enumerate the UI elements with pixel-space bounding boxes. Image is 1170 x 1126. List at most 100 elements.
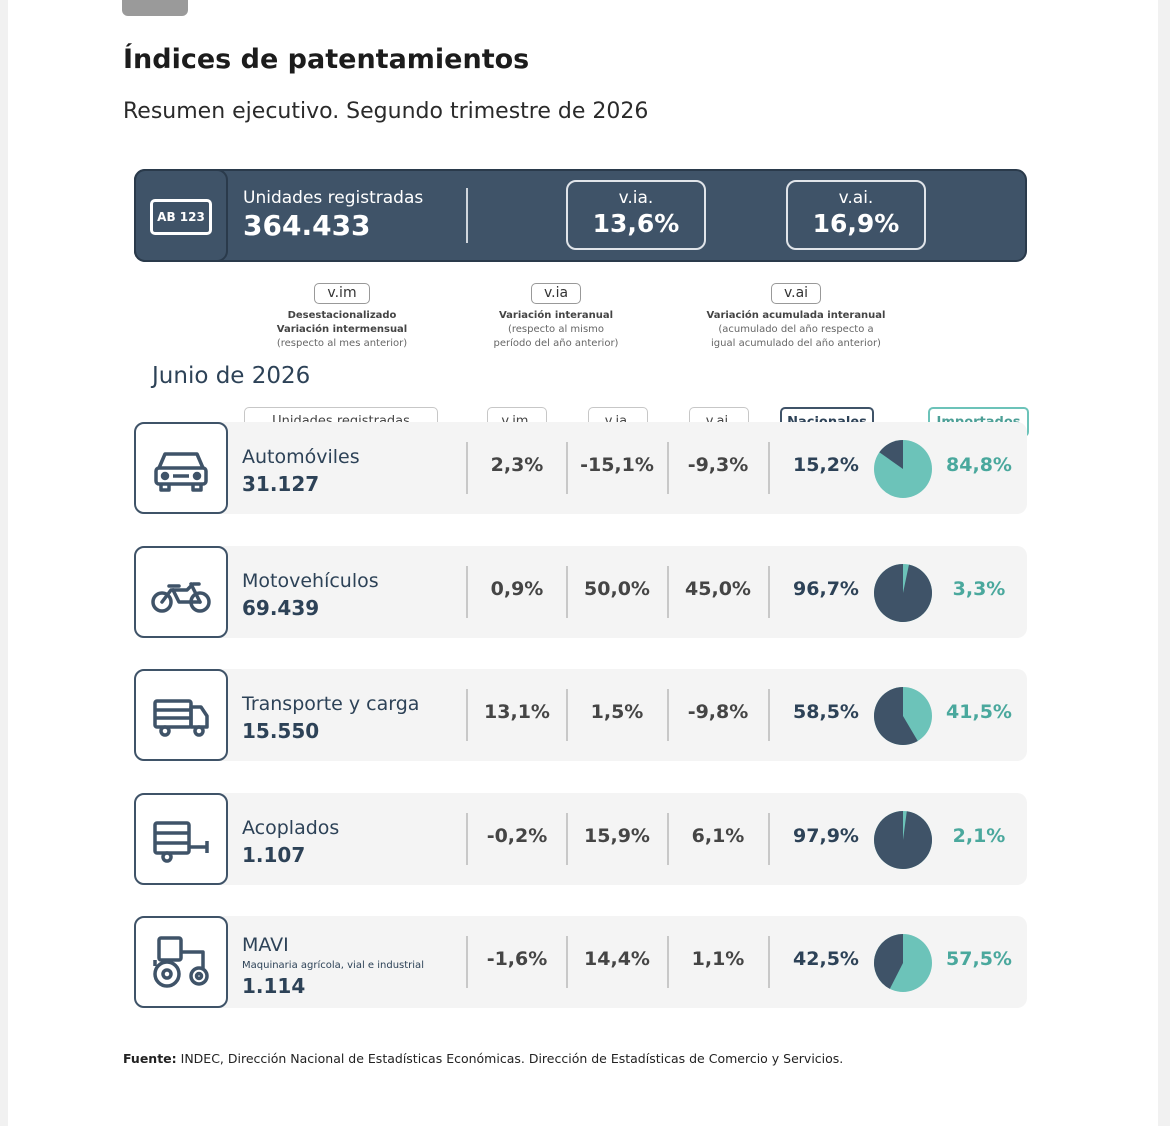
kpi-via: v.ia. 13,6% — [566, 180, 706, 250]
column-divider — [667, 936, 669, 988]
column-divider — [566, 442, 568, 494]
legend-vai: v.ai Variación acumulada interanual (acu… — [696, 283, 896, 351]
kpi-vai-value: 16,9% — [812, 209, 900, 238]
page-subtitle: Resumen ejecutivo. Segundo trimestre de … — [123, 99, 649, 124]
cell-via: 50,0% — [584, 578, 650, 600]
cell-vai: 1,1% — [691, 948, 745, 970]
summary-banner: AB 123 Unidades registradas 364.433 v.ia… — [134, 169, 1027, 262]
cell-nacionales: 96,7% — [793, 578, 859, 600]
cell-via: 14,4% — [584, 948, 650, 970]
column-divider — [566, 936, 568, 988]
share-pie-chart — [874, 687, 932, 745]
category-row: Automóviles 31.127 2,3% -15,1% -9,3% 15,… — [134, 422, 1027, 514]
pie-slice-nacionales — [874, 687, 918, 745]
cell-vim: -1,6% — [486, 948, 548, 970]
column-divider — [566, 813, 568, 865]
kpi-via-value: 13,6% — [592, 209, 680, 238]
category-description: Maquinaria agrícola, vial e industrial — [242, 960, 424, 971]
cell-nacionales: 15,2% — [793, 454, 859, 476]
motorcycle-icon — [134, 546, 228, 638]
legend-tag: v.im — [314, 283, 370, 304]
column-divider — [768, 566, 770, 618]
category-units: 1.107 — [242, 843, 306, 867]
pie-slice-nacionales — [874, 811, 932, 869]
legend-title: Variación interanual — [498, 310, 614, 321]
cell-via: -15,1% — [580, 454, 654, 476]
share-pie-chart — [874, 811, 932, 869]
cell-vim: 0,9% — [490, 578, 544, 600]
category-row: Transporte y carga 15.550 13,1% 1,5% -9,… — [134, 669, 1027, 761]
license-plate-icon-box: AB 123 — [134, 169, 228, 262]
category-name: Acoplados — [242, 817, 340, 839]
cell-vim: -0,2% — [486, 825, 548, 847]
truck-icon — [134, 669, 228, 761]
column-divider — [466, 689, 468, 741]
legend-via: v.ia Variación interanual (respecto al m… — [476, 283, 636, 351]
pie-slice-nacionales — [874, 934, 903, 989]
column-divider — [466, 566, 468, 618]
category-name: Transporte y carga — [242, 693, 420, 715]
pie-slice-nacionales — [874, 564, 932, 622]
column-divider — [667, 813, 669, 865]
category-name: Motovehículos — [242, 570, 379, 592]
tractor-icon — [134, 916, 228, 1008]
legend-note: período del año anterior) — [493, 338, 619, 349]
source-label: Fuente: — [123, 1051, 177, 1066]
kpi-via-label: v.ia. — [618, 188, 654, 208]
cell-vim: 2,3% — [490, 454, 544, 476]
column-divider — [566, 566, 568, 618]
cell-vai: -9,8% — [687, 701, 749, 723]
trailer-icon — [134, 793, 228, 885]
category-row: Acoplados 1.107 -0,2% 15,9% 6,1% 97,9% 2… — [134, 793, 1027, 885]
category-row: MAVI Maquinaria agrícola, vial e industr… — [134, 916, 1027, 1008]
column-divider — [466, 813, 468, 865]
legend-title: Variación acumulada interanual — [706, 310, 886, 321]
total-units-label: Unidades registradas — [243, 188, 424, 208]
column-divider — [667, 689, 669, 741]
category-units: 31.127 — [242, 472, 320, 496]
month-heading: Junio de 2026 — [152, 363, 311, 389]
category-name: Automóviles — [242, 446, 360, 468]
category-units: 15.550 — [242, 719, 320, 743]
pie-slice-nacionales — [879, 440, 903, 469]
legend-title: Desestacionalizado — [287, 310, 397, 321]
page-title: Índices de patentamientos — [123, 44, 530, 75]
source-text: INDEC, Dirección Nacional de Estadística… — [176, 1051, 844, 1066]
column-divider — [466, 936, 468, 988]
total-units-value: 364.433 — [243, 209, 371, 242]
cell-importados: 57,5% — [946, 948, 1012, 970]
category-units: 1.114 — [242, 974, 306, 998]
cell-vai: 45,0% — [685, 578, 751, 600]
column-divider — [566, 689, 568, 741]
cell-via: 15,9% — [584, 825, 650, 847]
license-plate-icon: AB 123 — [150, 199, 212, 235]
source-note: Fuente: INDEC, Dirección Nacional de Est… — [123, 1051, 843, 1066]
legend-tag: v.ai — [770, 283, 822, 304]
cell-via: 1,5% — [590, 701, 644, 723]
kpi-vai: v.ai. 16,9% — [786, 180, 926, 250]
category-units: 69.439 — [242, 596, 320, 620]
column-divider — [768, 813, 770, 865]
cell-nacionales: 58,5% — [793, 701, 859, 723]
cell-vim: 13,1% — [484, 701, 550, 723]
top-tab-stub — [122, 0, 188, 16]
column-divider — [768, 936, 770, 988]
share-pie-chart — [874, 564, 932, 622]
legend-tag: v.ia — [530, 283, 582, 304]
cell-importados: 2,1% — [952, 825, 1006, 847]
cell-importados: 41,5% — [946, 701, 1012, 723]
column-divider — [466, 442, 468, 494]
column-divider — [667, 566, 669, 618]
legend-title: Variación intermensual — [276, 324, 408, 335]
kpi-vai-label: v.ai. — [838, 188, 874, 208]
cell-importados: 3,3% — [952, 578, 1006, 600]
column-divider — [667, 442, 669, 494]
column-divider — [768, 442, 770, 494]
banner-divider — [466, 188, 468, 243]
share-pie-chart — [874, 440, 932, 498]
cell-vai: -9,3% — [687, 454, 749, 476]
legend-note: (respecto al mismo — [507, 324, 605, 335]
cell-vai: 6,1% — [691, 825, 745, 847]
legend-note: igual acumulado del año anterior) — [711, 338, 881, 349]
column-divider — [768, 689, 770, 741]
